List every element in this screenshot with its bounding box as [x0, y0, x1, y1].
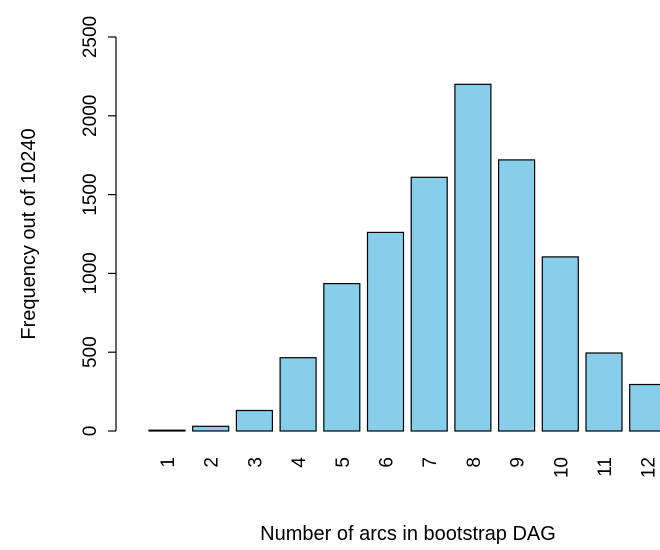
x-tick-label-4: 4 — [289, 457, 310, 468]
bars-group — [148, 83, 660, 432]
bar-3 — [235, 409, 273, 432]
y-tick-label-0: 0 — [80, 426, 101, 437]
y-tick-label-500: 500 — [80, 336, 101, 368]
x-tick-label-6: 6 — [377, 457, 398, 468]
y-axis-title: Frequency out of 10240 — [18, 128, 40, 339]
y-tick-label-2500: 2500 — [80, 16, 101, 58]
x-tick-label-12: 12 — [639, 457, 660, 478]
x-tick-label-8: 8 — [464, 457, 485, 468]
y-tick-label-1500: 1500 — [80, 173, 101, 215]
bar-9 — [498, 159, 536, 432]
x-tick-label-2: 2 — [202, 457, 223, 468]
bar-2 — [192, 425, 230, 432]
bar-6 — [366, 231, 405, 432]
bar-11 — [585, 352, 623, 432]
x-tick-label-3: 3 — [245, 457, 266, 468]
bar-4 — [279, 357, 317, 432]
bar-10 — [541, 256, 579, 432]
bar-12 — [629, 383, 660, 432]
x-tick-label-10: 10 — [551, 457, 572, 478]
x-tick-label-5: 5 — [333, 457, 354, 468]
y-axis: 0 500 1000 1500 2000 2500 — [80, 16, 117, 437]
bar-7 — [410, 176, 448, 432]
x-axis-tick-labels: 1 2 3 4 5 6 7 8 9 10 11 12 — [158, 457, 660, 479]
y-tick-label-2000: 2000 — [80, 95, 101, 137]
x-tick-label-11: 11 — [595, 457, 616, 477]
x-tick-label-9: 9 — [508, 457, 529, 468]
bar-8 — [454, 83, 492, 432]
bar-1 — [148, 429, 186, 432]
x-axis-title: Number of arcs in bootstrap DAG — [260, 523, 556, 545]
y-tick-label-1000: 1000 — [80, 252, 101, 294]
bar-5 — [323, 283, 361, 432]
x-tick-label-7: 7 — [420, 457, 441, 468]
x-tick-label-1: 1 — [158, 457, 179, 468]
